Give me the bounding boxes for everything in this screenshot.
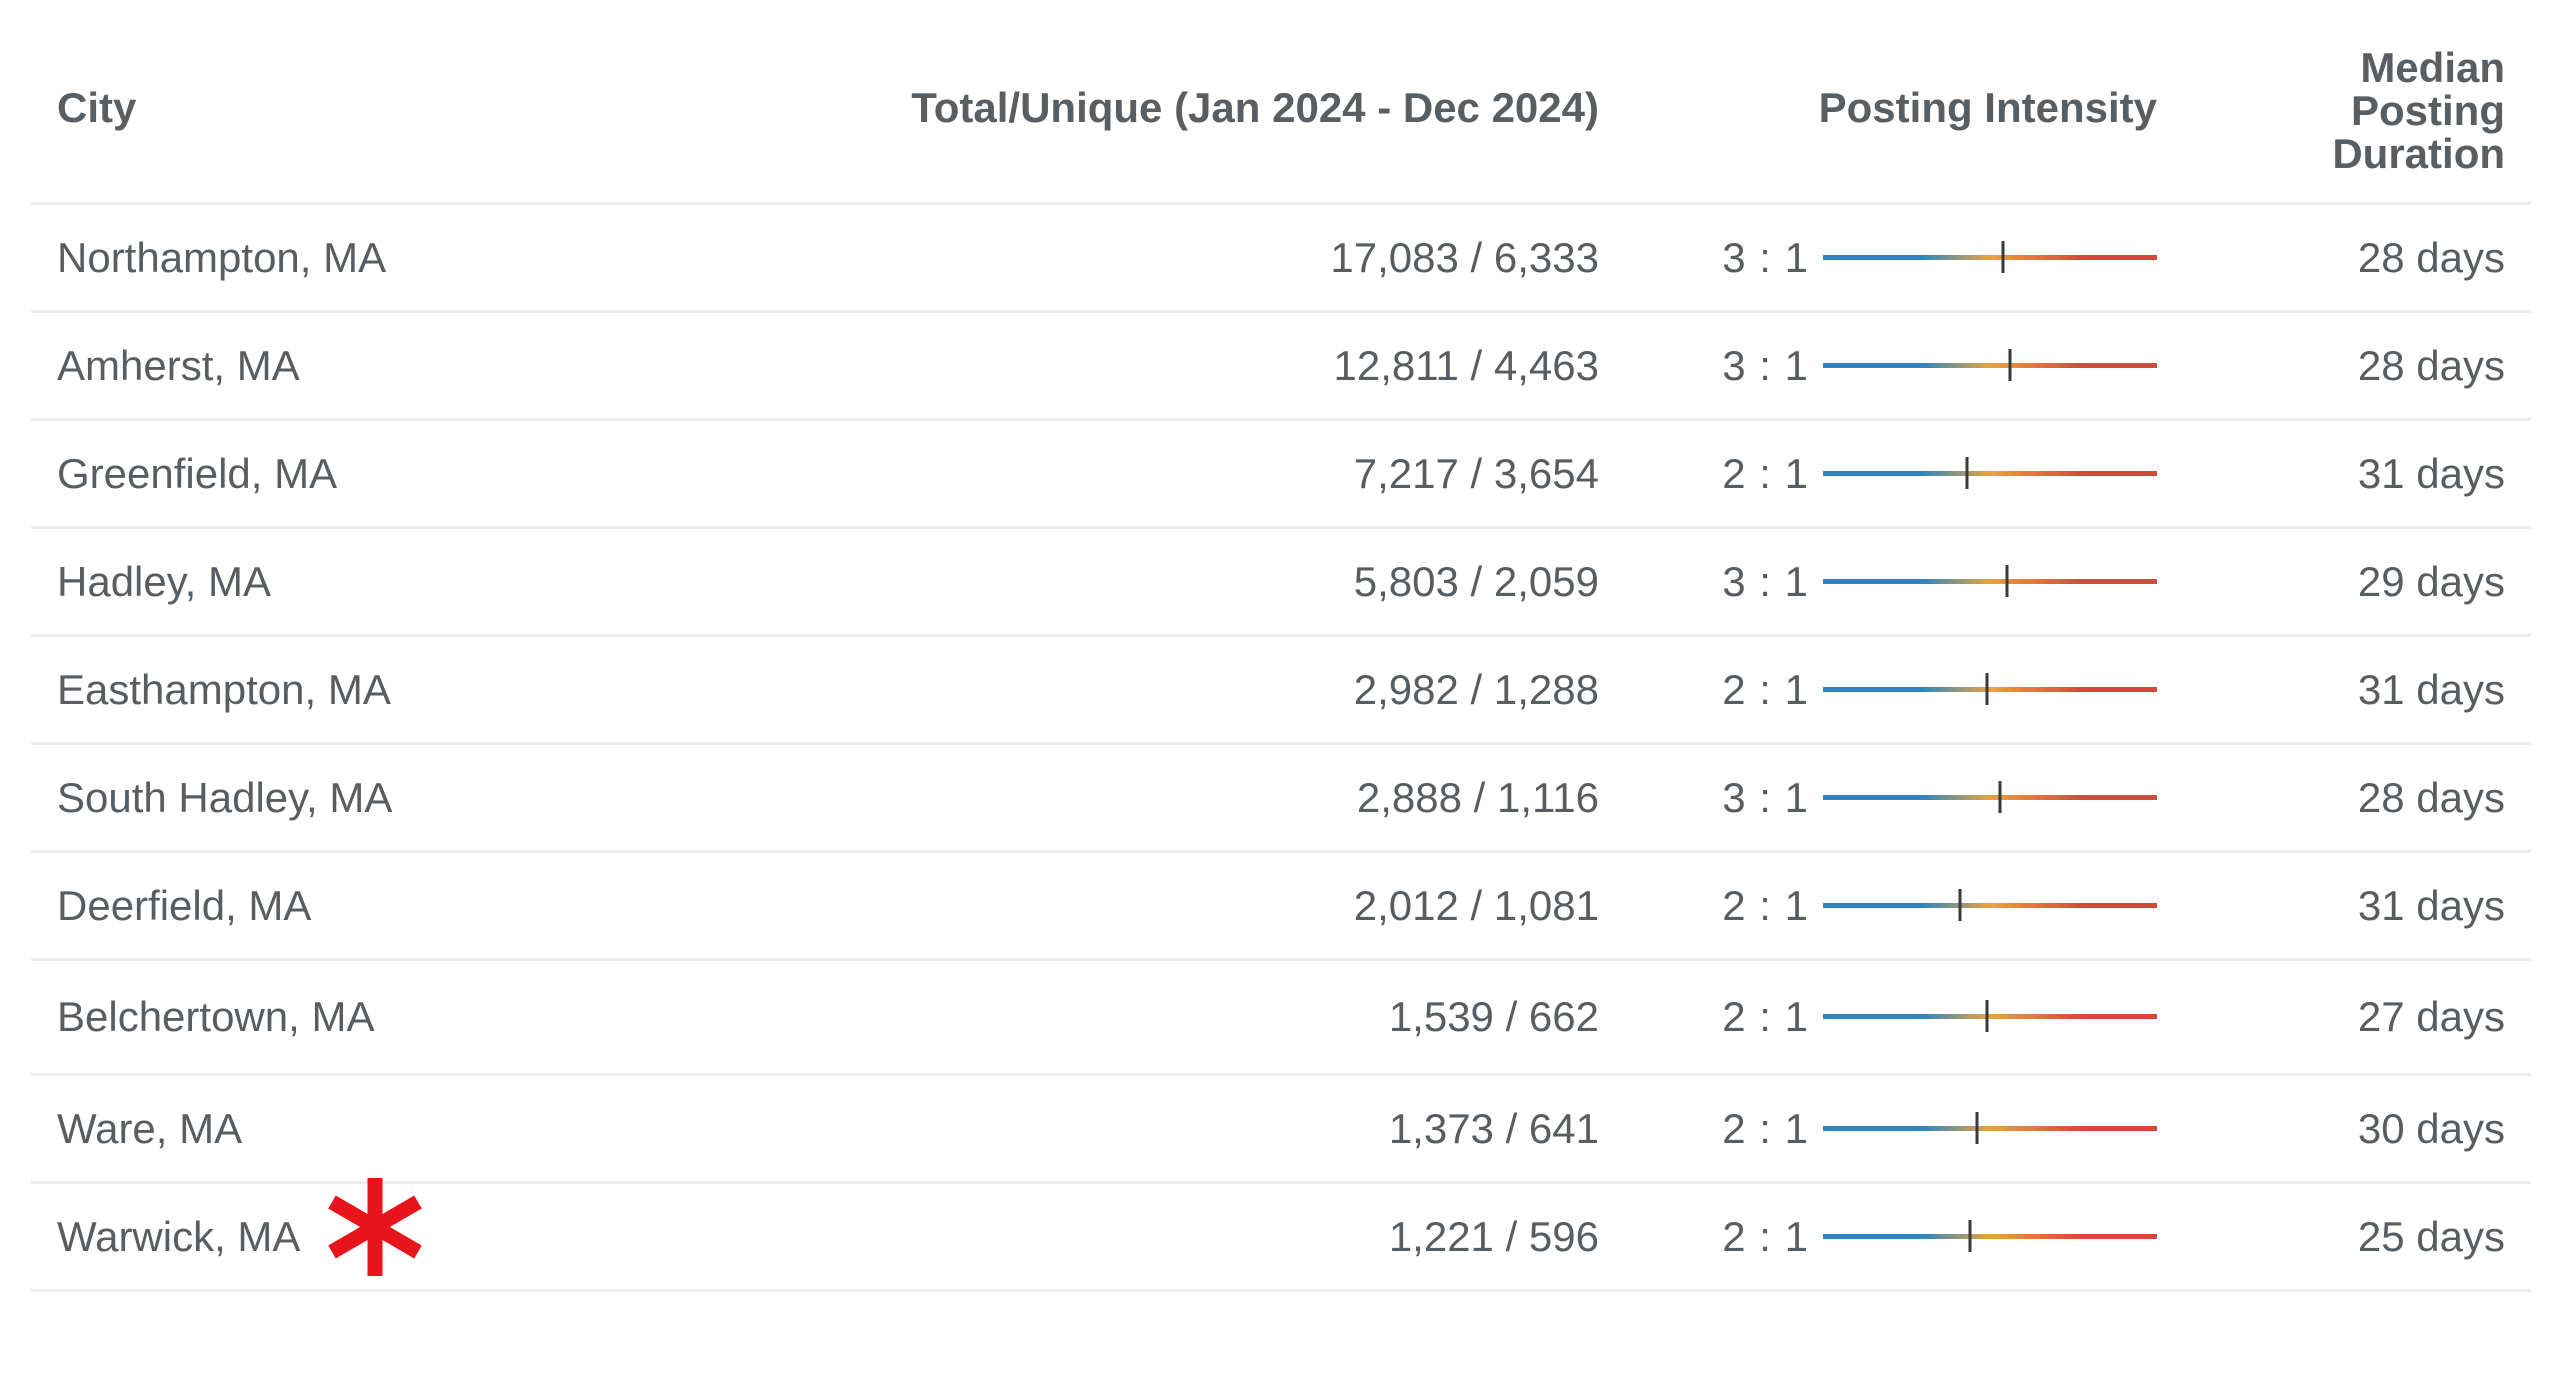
intensity-gradient-line xyxy=(1823,470,2157,476)
median-duration: 29 days xyxy=(2357,557,2505,605)
total-unique-value: 2,888 / 1,116 xyxy=(1356,773,1599,821)
intensity-ratio: 2 : 1 xyxy=(1722,1104,1809,1152)
intensity-bar-graphic xyxy=(1823,672,2157,705)
table-row[interactable]: Deerfield, MA 2,012 / 1,081 2 : 1 31 days xyxy=(31,853,2531,961)
intensity-marker xyxy=(1965,456,1969,489)
intensity-bar xyxy=(1823,853,2157,958)
intensity-ratio: 3 : 1 xyxy=(1722,341,1809,389)
city-posting-table: City Total/Unique (Jan 2024 - Dec 2024) … xyxy=(31,0,2531,1292)
intensity-marker xyxy=(1958,888,1962,921)
intensity-bar-graphic xyxy=(1823,456,2157,489)
total-unique-value: 5,803 / 2,059 xyxy=(1353,557,1599,605)
city-name: Warwick, MA xyxy=(57,1212,301,1260)
table-header: City Total/Unique (Jan 2024 - Dec 2024) … xyxy=(31,0,2531,205)
intensity-ratio: 3 : 1 xyxy=(1722,233,1809,281)
table-row[interactable]: Belchertown, MA 1,539 / 662 2 : 1 27 days xyxy=(31,961,2531,1076)
median-duration: 31 days xyxy=(2357,449,2505,497)
intensity-marker xyxy=(2005,564,2009,597)
total-unique-value: 1,539 / 662 xyxy=(1388,993,1599,1040)
intensity-marker xyxy=(1975,1111,1979,1144)
intensity-bar-graphic xyxy=(1823,888,2157,921)
median-duration: 31 days xyxy=(2357,881,2505,929)
total-unique-value: 1,221 / 596 xyxy=(1388,1212,1599,1260)
intensity-ratio: 2 : 1 xyxy=(1722,1212,1809,1260)
header-median-posting-duration[interactable]: Median Posting Duration xyxy=(2332,44,2505,177)
median-duration: 31 days xyxy=(2357,665,2505,713)
table-row[interactable]: Amherst, MA 12,811 / 4,463 3 : 1 28 days xyxy=(31,313,2531,421)
city-name: Northampton, MA xyxy=(57,233,387,281)
intensity-bar-graphic xyxy=(1823,564,2157,597)
intensity-bar xyxy=(1823,313,2157,418)
city-name: Greenfield, MA xyxy=(57,449,338,497)
median-duration: 28 days xyxy=(2357,341,2505,389)
median-duration: 28 days xyxy=(2357,773,2505,821)
intensity-marker xyxy=(1968,1219,1972,1252)
intensity-bar-graphic xyxy=(1823,1219,2157,1252)
intensity-bar xyxy=(1823,421,2157,526)
table-row[interactable]: Easthampton, MA 2,982 / 1,288 2 : 1 31 days xyxy=(31,637,2531,745)
table-row[interactable]: Warwick, MA 1,221 / 596 2 : 1 25 days xyxy=(31,1184,2531,1292)
table-row[interactable]: Ware, MA 1,373 / 641 2 : 1 30 days xyxy=(31,1076,2531,1184)
intensity-gradient-line xyxy=(1823,578,2157,584)
median-duration: 30 days xyxy=(2357,1104,2505,1152)
intensity-bar xyxy=(1823,1184,2157,1289)
city-name: Hadley, MA xyxy=(57,557,271,605)
intensity-bar-graphic xyxy=(1823,240,2157,273)
table-row[interactable]: Hadley, MA 5,803 / 2,059 3 : 1 29 days xyxy=(31,529,2531,637)
intensity-gradient-line xyxy=(1823,362,2157,368)
city-name: Ware, MA xyxy=(57,1104,243,1152)
total-unique-value: 2,012 / 1,081 xyxy=(1353,881,1599,929)
intensity-bar xyxy=(1823,961,2157,1073)
intensity-marker xyxy=(1998,780,2002,813)
median-duration: 25 days xyxy=(2357,1212,2505,1260)
total-unique-value: 12,811 / 4,463 xyxy=(1333,341,1599,389)
table-row[interactable]: Northampton, MA 17,083 / 6,333 3 : 1 28 day… xyxy=(31,205,2531,313)
intensity-bar xyxy=(1823,205,2157,310)
intensity-bar xyxy=(1823,529,2157,634)
intensity-bar-graphic xyxy=(1823,1111,2157,1144)
total-unique-value: 17,083 / 6,333 xyxy=(1330,233,1599,281)
total-unique-value: 2,982 / 1,288 xyxy=(1353,665,1599,713)
intensity-marker xyxy=(1985,672,1989,705)
intensity-ratio: 2 : 1 xyxy=(1722,665,1809,713)
intensity-gradient-line xyxy=(1823,686,2157,692)
table-body: Northampton, MA 17,083 / 6,333 3 : 1 28 day… xyxy=(31,205,2531,1292)
intensity-marker xyxy=(2001,240,2005,273)
city-name: Deerfield, MA xyxy=(57,881,312,929)
intensity-bar-graphic xyxy=(1823,348,2157,381)
table-row[interactable]: Greenfield, MA 7,217 / 3,654 2 : 1 31 days xyxy=(31,421,2531,529)
intensity-marker xyxy=(2008,348,2012,381)
intensity-gradient-line xyxy=(1823,1125,2157,1131)
intensity-bar xyxy=(1823,1076,2157,1181)
intensity-ratio: 3 : 1 xyxy=(1722,557,1809,605)
city-name: Easthampton, MA xyxy=(57,665,391,713)
median-duration: 27 days xyxy=(2357,993,2505,1040)
total-unique-value: 7,217 / 3,654 xyxy=(1353,449,1599,497)
city-name: Belchertown, MA xyxy=(57,993,375,1040)
intensity-bar-graphic xyxy=(1823,1000,2157,1032)
intensity-bar xyxy=(1823,745,2157,850)
intensity-ratio: 2 : 1 xyxy=(1722,881,1809,929)
intensity-ratio: 2 : 1 xyxy=(1722,993,1809,1040)
table-row[interactable]: South Hadley, MA 2,888 / 1,116 3 : 1 28 day… xyxy=(31,745,2531,853)
intensity-gradient-line xyxy=(1823,794,2157,800)
city-name: Amherst, MA xyxy=(57,341,300,389)
header-total-unique[interactable]: Total/Unique (Jan 2024 - Dec 2024) xyxy=(911,84,1599,131)
intensity-ratio: 3 : 1 xyxy=(1722,773,1809,821)
intensity-bar xyxy=(1823,637,2157,742)
intensity-marker xyxy=(1985,1000,1989,1032)
intensity-ratio: 2 : 1 xyxy=(1722,449,1809,497)
header-city[interactable]: City xyxy=(57,84,137,131)
intensity-bar-graphic xyxy=(1823,780,2157,813)
city-name: South Hadley, MA xyxy=(57,773,393,821)
asterisk-icon xyxy=(328,1178,422,1276)
header-posting-intensity[interactable]: Posting Intensity xyxy=(1818,84,2157,131)
intensity-gradient-line xyxy=(1823,902,2157,908)
total-unique-value: 1,373 / 641 xyxy=(1388,1104,1599,1152)
intensity-gradient-line xyxy=(1823,254,2157,260)
intensity-gradient-line xyxy=(1823,1233,2157,1239)
intensity-gradient-line xyxy=(1823,1014,2157,1019)
median-duration: 28 days xyxy=(2357,233,2505,281)
